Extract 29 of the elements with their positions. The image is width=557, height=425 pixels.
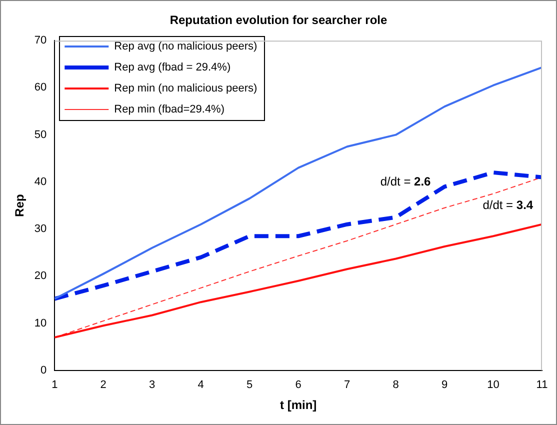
y-tick-label: 50 [34, 128, 47, 141]
x-tick-label: 10 [487, 379, 500, 392]
chart-title: Reputation evolution for searcher role [168, 13, 388, 27]
y-tick-label: 40 [34, 176, 47, 188]
y-tick-label: 70 [34, 34, 47, 47]
legend-label: Rep min (no malicious peers) [114, 82, 258, 95]
x-tick-label: 9 [441, 379, 448, 392]
y-tick-label: 20 [34, 270, 47, 282]
x-tick-label: 3 [149, 379, 156, 392]
y-tick-label: 0 [40, 364, 47, 376]
x-tick-label: 2 [100, 379, 106, 392]
x-tick-label: 11 [536, 379, 548, 392]
x-axis-title: t [min] [280, 398, 317, 412]
legend-label: Rep min (fbad=29.4%) [114, 104, 225, 116]
x-tick-label: 5 [246, 379, 253, 392]
x-tick-label: 4 [198, 379, 204, 392]
x-tick-label: 8 [392, 379, 399, 392]
annotation: d/dt = 2.6 [380, 174, 432, 189]
x-tick-label: 1 [52, 379, 58, 392]
annotation: d/dt = 3.4 [482, 198, 534, 212]
y-tick-label: 60 [34, 82, 47, 94]
y-tick-label: 30 [34, 223, 47, 236]
x-tick-label: 6 [295, 379, 302, 392]
x-tick-label: 7 [344, 379, 350, 392]
legend-label: Rep avg (no malicious peers) [114, 40, 258, 53]
legend-label: Rep avg (fbad = 29.4%) [114, 62, 231, 74]
y-axis-title: Rep [12, 194, 27, 217]
y-tick-label: 10 [34, 317, 47, 330]
line-series [54, 170, 542, 301]
